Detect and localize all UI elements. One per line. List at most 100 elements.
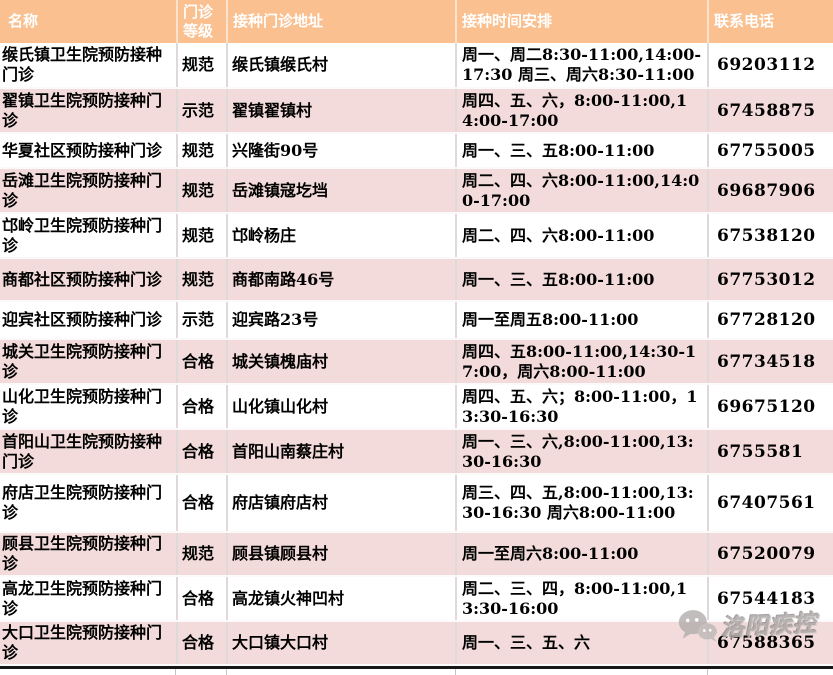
strip-seg: [227, 669, 457, 675]
clinic-schedule-cell: 周一、三、五8:00-11:00: [456, 258, 709, 302]
table-row: 大口卫生院预防接种门诊 合格 大口镇大口村 周一、三、五、六 67588365: [0, 621, 833, 666]
clinic-name-cell: 府店卫生院预防接种门诊: [0, 474, 178, 533]
clinic-level-cell: 规范: [177, 43, 228, 89]
clinic-phone-cell: 67588365: [708, 621, 833, 666]
clinic-name-cell: 顾县卫生院预防接种门诊: [0, 532, 178, 577]
clinic-name-cell: 邙岭卫生院预防接种门诊: [0, 213, 178, 259]
clinic-schedule-cell: 周一至周五8:00-11:00: [456, 301, 709, 340]
clinic-schedule-cell: 周四、五、六；8:00-11:00，13:30-16:30: [456, 384, 709, 430]
clinic-name-cell: 迎宾社区预防接种门诊: [0, 301, 178, 340]
clinic-schedule-cell: 周一、三、五8:00-11:00: [456, 133, 709, 169]
strip-seg: [456, 669, 709, 675]
clinic-address-cell: 岳滩镇寇圪垱: [227, 168, 457, 214]
clinic-phone-cell: 6755581: [708, 429, 833, 475]
column-header-schedule: 接种时间安排: [456, 0, 709, 43]
clinic-schedule-cell: 周四、五8:00-11:00,14:30-17:00，周六8:00-11:00: [456, 339, 709, 385]
clinic-name-cell: 华夏社区预防接种门诊: [0, 133, 178, 169]
strip-seg: [176, 669, 228, 675]
table-row: 顾县卫生院预防接种门诊 规范 顾县镇顾县村 周一至周六8:00-11:00 675200…: [0, 532, 833, 577]
table-row: 城关卫生院预防接种门诊 合格 城关镇槐庙村 周四、五8:00-11:00,14:30-…: [0, 339, 833, 385]
clinic-address-cell: 府店镇府店村: [227, 474, 457, 533]
clinic-name-cell: 山化卫生院预防接种门诊: [0, 384, 178, 430]
clinic-phone-cell: 67734518: [708, 339, 833, 385]
clinic-name-cell: 翟镇卫生院预防接种门诊: [0, 88, 178, 134]
clinic-phone-cell: 67755005: [708, 133, 833, 169]
clinic-address-cell: 迎宾路23号: [227, 301, 457, 340]
clinic-schedule-cell: 周二、三、四，8:00-11:00,13:30-16:00: [456, 576, 709, 622]
clinic-schedule-cell: 周一、三、六,8:00-11:00,13:30-16:30: [456, 429, 709, 475]
clinic-phone-cell: 67544183: [708, 576, 833, 622]
table-row: 山化卫生院预防接种门诊 合格 山化镇山化村 周四、五、六；8:00-11:00，13:…: [0, 384, 833, 430]
strip-seg: [708, 669, 833, 675]
clinic-address-cell: 兴隆街90号: [227, 133, 457, 169]
clinic-phone-cell: 67753012: [708, 258, 833, 302]
clinic-phone-cell: 67407561: [708, 474, 833, 533]
table-row: 迎宾社区预防接种门诊 示范 迎宾路23号 周一至周五8:00-11:00 6772812…: [0, 301, 833, 340]
table-row: 高龙卫生院预防接种门诊 合格 高龙镇火神凹村 周二、三、四，8:00-11:00,13…: [0, 576, 833, 622]
clinic-phone-cell: 67728120: [708, 301, 833, 340]
column-header-address: 接种门诊地址: [227, 0, 457, 43]
clinic-level-cell: 示范: [177, 301, 228, 340]
clinic-name-cell: 大口卫生院预防接种门诊: [0, 621, 178, 666]
clinic-phone-cell: 67520079: [708, 532, 833, 577]
column-header-name: 名称: [0, 0, 178, 43]
table-row: 府店卫生院预防接种门诊 合格 府店镇府店村 周三、四、五,8:00-11:00,13:…: [0, 474, 833, 533]
clinic-address-cell: 商都南路46号: [227, 258, 457, 302]
table-row: 首阳山卫生院预防接种门诊 合格 首阳山南蔡庄村 周一、三、六,8:00-11:00,1…: [0, 429, 833, 475]
clinic-phone-cell: 67458875: [708, 88, 833, 134]
clinic-address-cell: 缑氏镇缑氏村: [227, 43, 457, 89]
clinic-address-cell: 高龙镇火神凹村: [227, 576, 457, 622]
clinic-name-cell: 岳滩卫生院预防接种门诊: [0, 168, 178, 214]
clinic-schedule-cell: 周一、三、五、六: [456, 621, 709, 666]
header-row: 名称 门诊等级 接种门诊地址 接种时间安排 联系电话: [0, 0, 833, 43]
table-row: 邙岭卫生院预防接种门诊 规范 邙岭杨庄 周二、四、六8:00-11:00 6753812…: [0, 213, 833, 259]
clinic-level-cell: 规范: [177, 133, 228, 169]
table-row: 翟镇卫生院预防接种门诊 示范 翟镇翟镇村 周四、五、六，8:00-11:00,14:0…: [0, 88, 833, 134]
clinic-level-cell: 合格: [177, 576, 228, 622]
clinic-level-cell: 合格: [177, 384, 228, 430]
table-header: 名称 门诊等级 接种门诊地址 接种时间安排 联系电话: [0, 0, 833, 43]
clinic-phone-cell: 67538120: [708, 213, 833, 259]
clinic-address-cell: 大口镇大口村: [227, 621, 457, 666]
clinic-schedule-cell: 周二、四、六8:00-11:00,14:00-17:00: [456, 168, 709, 214]
clinic-phone-cell: 69675120: [708, 384, 833, 430]
clinic-schedule-cell: 周四、五、六，8:00-11:00,14:00-17:00: [456, 88, 709, 134]
clinic-schedule-cell: 周二、四、六8:00-11:00: [456, 213, 709, 259]
cutoff-next-row-strip: [0, 669, 833, 675]
clinic-address-cell: 顾县镇顾县村: [227, 532, 457, 577]
column-header-level: 门诊等级: [177, 0, 228, 43]
clinic-address-cell: 城关镇槐庙村: [227, 339, 457, 385]
clinic-level-cell: 合格: [177, 429, 228, 475]
column-header-phone: 联系电话: [708, 0, 833, 43]
clinic-address-cell: 山化镇山化村: [227, 384, 457, 430]
table-row: 商都社区预防接种门诊 规范 商都南路46号 周一、三、五8:00-11:00 67753…: [0, 258, 833, 302]
clinic-name-cell: 城关卫生院预防接种门诊: [0, 339, 178, 385]
table-row: 缑氏镇卫生院预防接种门诊 规范 缑氏镇缑氏村 周一、周二8:30-11:00,14:0…: [0, 43, 833, 89]
clinic-name-cell: 首阳山卫生院预防接种门诊: [0, 429, 178, 475]
clinic-level-cell: 规范: [177, 532, 228, 577]
table-row: 华夏社区预防接种门诊 规范 兴隆街90号 周一、三、五8:00-11:00 677550…: [0, 133, 833, 169]
clinic-level-cell: 合格: [177, 474, 228, 533]
clinic-level-cell: 合格: [177, 621, 228, 666]
clinic-level-cell: 规范: [177, 258, 228, 302]
clinic-schedule-cell: 周一至周六8:00-11:00: [456, 532, 709, 577]
clinic-level-cell: 规范: [177, 168, 228, 214]
clinic-level-cell: 规范: [177, 213, 228, 259]
clinic-address-cell: 翟镇翟镇村: [227, 88, 457, 134]
table-row: 岳滩卫生院预防接种门诊 规范 岳滩镇寇圪垱 周二、四、六8:00-11:00,14:0…: [0, 168, 833, 214]
strip-seg: [0, 669, 177, 675]
clinic-address-cell: 首阳山南蔡庄村: [227, 429, 457, 475]
clinic-level-cell: 示范: [177, 88, 228, 134]
table-body: 缑氏镇卫生院预防接种门诊 规范 缑氏镇缑氏村 周一、周二8:30-11:00,14:0…: [0, 43, 833, 666]
clinic-phone-cell: 69203112: [708, 43, 833, 89]
clinic-schedule-cell: 周一、周二8:30-11:00,14:00-17:30 周三、周六8:30-11…: [456, 43, 709, 89]
clinic-name-cell: 缑氏镇卫生院预防接种门诊: [0, 43, 178, 89]
clinic-name-cell: 高龙卫生院预防接种门诊: [0, 576, 178, 622]
clinic-name-cell: 商都社区预防接种门诊: [0, 258, 178, 302]
clinic-schedule-cell: 周三、四、五,8:00-11:00,13:30-16:30 周六8:00-11:…: [456, 474, 709, 533]
clinic-phone-cell: 69687906: [708, 168, 833, 214]
clinic-address-cell: 邙岭杨庄: [227, 213, 457, 259]
clinic-level-cell: 合格: [177, 339, 228, 385]
